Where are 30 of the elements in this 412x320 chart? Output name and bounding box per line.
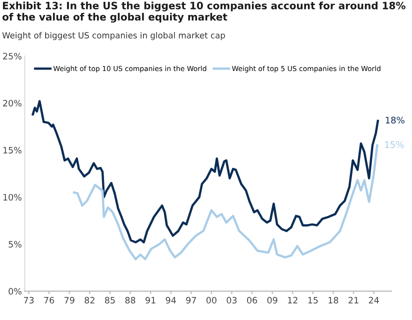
y-tick-label: 10% [3,194,22,201]
y-tick-label: 5% [8,240,22,248]
y-tick-label: 25% [3,52,22,60]
x-tick-label: 91 [146,296,156,304]
x-tick-label: 94 [166,296,176,304]
x-tick-label: 97 [186,296,196,304]
annotation: 15% [385,141,404,148]
x-tick-label: 06 [247,296,258,304]
x-tick-label: 82 [84,296,94,304]
x-tick-label: 85 [104,296,115,304]
x-tick-label: 15 [308,297,318,304]
x-tick-label: 00 [206,296,216,304]
x-tick-label: 88 [125,296,136,304]
line-series [32,100,379,244]
x-tick-label: 73 [24,296,34,304]
x-tick-label: 21 [348,296,358,304]
x-tick-label: 76 [44,296,54,304]
chart-title: Exhibit 13: In the US the biggest 10 companies account for around 18% of the value of the global equity market [2,2,406,23]
x-tick-label: 24 [368,296,379,304]
x-tick-label: 03 [226,296,237,304]
x-tick-label: 79 [64,296,74,304]
line-series [72,144,378,260]
y-tick-label: 20% [3,100,22,106]
annotation: 18% [386,116,404,124]
y-tick-label: 0% [8,288,22,295]
chart-subtitle: Weight of biggest US companies in global market cap [2,32,225,40]
y-tick-label: 15% [3,146,22,154]
x-tick-label: 18 [328,296,338,304]
x-tick-label: 12 [288,296,298,304]
x-tick-label: 09 [267,296,278,304]
